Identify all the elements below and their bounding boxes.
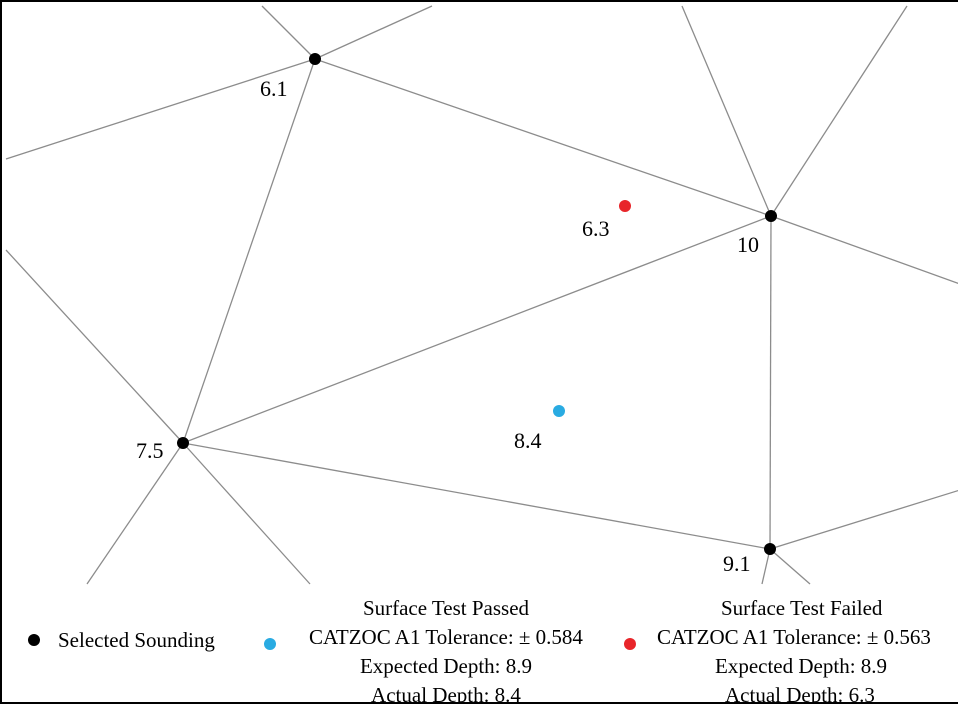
triangulation-edge	[769, 548, 811, 585]
sounding-depth-label: 7.5	[136, 438, 164, 463]
triangulation-edge	[769, 215, 772, 550]
failed-legend-title: Surface Test Failed	[721, 596, 883, 620]
passed-legend-actual: Actual Depth: 8.4	[371, 683, 521, 704]
triangulation-edge	[182, 215, 772, 444]
triangulation-edge	[182, 58, 316, 444]
passed-test-point-label: 8.4	[514, 428, 542, 453]
passed-legend-title: Surface Test Passed	[362, 596, 530, 620]
passed-legend-expected: Expected Depth: 8.9	[359, 654, 533, 678]
sounding-depth-label: 6.1	[260, 76, 288, 101]
triangulation-edge	[681, 5, 772, 217]
sounding-nodes	[177, 53, 777, 555]
sounding-depth-label: 9.1	[723, 551, 751, 576]
sounding-depth-label: 10	[737, 232, 759, 257]
triangulation-edge	[314, 58, 772, 217]
passed-test-point-dot	[553, 405, 565, 417]
triangulation-edge	[314, 5, 433, 60]
failed-legend-block: Surface Test Failed CATZOC A1 Tolerance:…	[657, 594, 958, 704]
passed-legend-tolerance: CATZOC A1 Tolerance: ± 0.584	[309, 625, 583, 649]
triangulation-edges	[5, 5, 958, 585]
failed-legend-dot	[624, 638, 636, 650]
selected-sounding-dot	[765, 210, 777, 222]
selected-sounding-dot	[764, 543, 776, 555]
triangulation-edge	[182, 442, 311, 585]
failed-legend-expected: Expected Depth: 8.9	[715, 654, 888, 678]
selected-sounding-dot	[177, 437, 189, 449]
failed-test-point-dot	[619, 200, 631, 212]
sounding-labels: 6.1 10 7.5 9.1 8.4 6.3	[136, 76, 759, 576]
failed-legend-actual: Actual Depth: 6.3	[725, 683, 875, 704]
triangulation-edge	[769, 489, 958, 550]
failed-test-point-label: 6.3	[582, 216, 610, 241]
passed-legend-block: Surface Test Passed CATZOC A1 Tolerance:…	[294, 594, 598, 704]
triangulation-edge	[86, 442, 184, 585]
passed-legend-dot	[264, 638, 276, 650]
triangulation-edge	[182, 442, 771, 550]
triangulation-edge	[5, 249, 184, 444]
failed-legend-tolerance: CATZOC A1 Tolerance: ± 0.563	[657, 625, 931, 649]
triangulation-edge	[770, 5, 908, 217]
selected-sounding-dot	[309, 53, 321, 65]
triangulation-edge	[261, 5, 316, 60]
selected-sounding-legend-label: Selected Sounding	[58, 628, 215, 652]
triangulation-edge	[5, 58, 316, 160]
selected-sounding-legend-dot	[28, 634, 40, 646]
triangulation-edge	[770, 215, 958, 284]
